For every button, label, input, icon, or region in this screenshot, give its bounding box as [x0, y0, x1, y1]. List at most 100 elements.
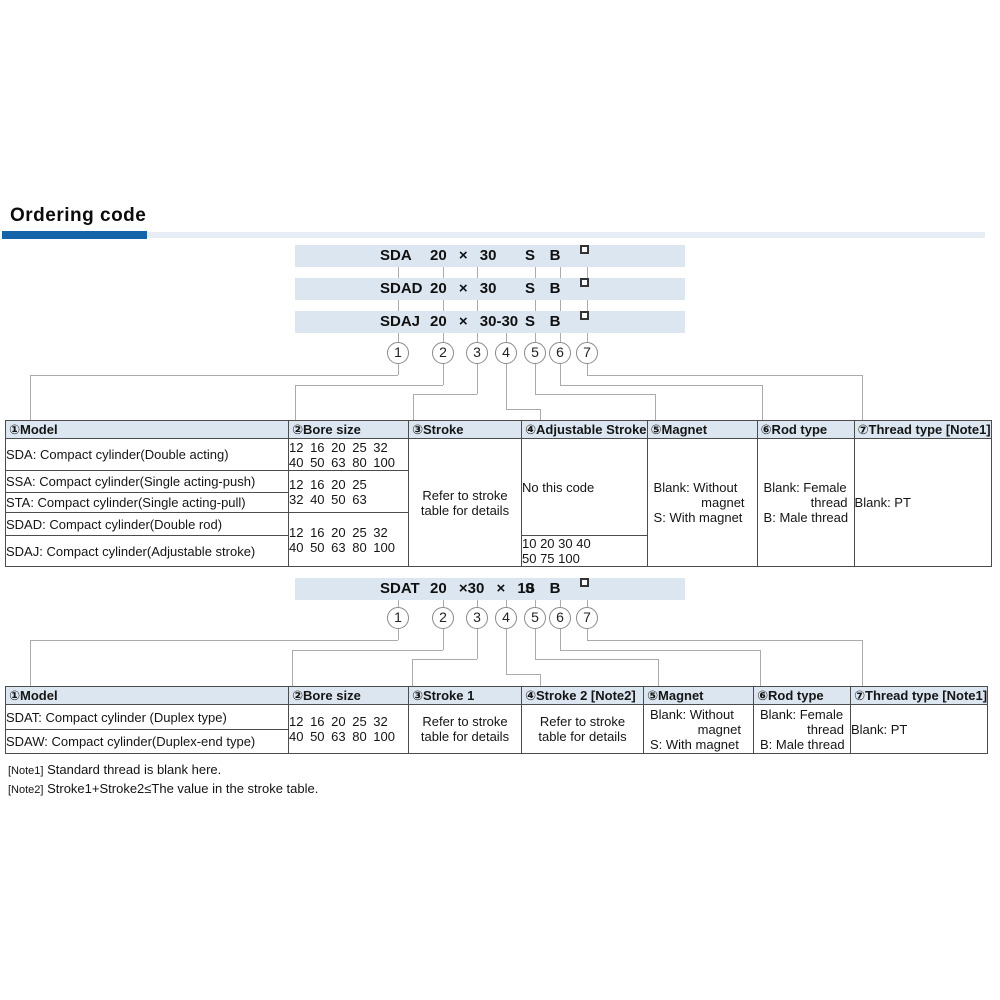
blank-option-box-icon	[580, 311, 589, 320]
connector-line	[506, 364, 507, 409]
col-header-magnet: ⑤Magnet	[646, 420, 758, 439]
connector-line	[535, 333, 536, 342]
rod-type-cell: Blank: Female thread B: Male thread	[753, 704, 851, 754]
col-header-model: ①Model	[5, 686, 289, 705]
connector-line	[560, 267, 561, 278]
col-header-thread-type: ⑦Thread type [Note1]	[849, 686, 989, 705]
table-row: SDAW: Compact cylinder(Duplex-end type)	[5, 729, 988, 754]
connector-line	[535, 267, 536, 278]
connector-line	[587, 364, 588, 375]
model-cell: SDAD: Compact cylinder(Double rod)	[5, 512, 289, 536]
position-number-circle: 7	[576, 342, 598, 364]
col-header-bore: ②Bore size	[288, 686, 409, 705]
adjustable-stroke-cell: No this code	[521, 438, 648, 536]
col-header-magnet: ⑤Magnet	[643, 686, 754, 705]
table-row: SDAT: Compact cylinder (Duplex type) 12 …	[5, 704, 989, 754]
code-size: 20 × 30-30	[430, 313, 519, 330]
connector-line	[398, 600, 399, 607]
code-bar-sdaj: SDAJ 20 × 30-30 S B	[295, 311, 685, 333]
connector-line	[560, 300, 561, 311]
bore-cell: 12 16 20 25 32 40 50 63	[288, 470, 409, 513]
connector-line	[560, 600, 561, 607]
code-model: SDAD	[380, 280, 423, 297]
connector-line	[413, 394, 414, 420]
connector-line	[30, 640, 31, 686]
connector-line	[477, 629, 478, 659]
thread-type-cell: Blank: PT	[849, 704, 989, 754]
code-rod: B	[549, 580, 561, 597]
position-number-circle: 6	[549, 342, 571, 364]
code-magnet: S	[524, 280, 535, 297]
connector-line	[292, 650, 443, 651]
ordering-table-1: ①Model ②Bore size ③Stroke ④Adjustable St…	[5, 420, 992, 567]
connector-line	[443, 600, 444, 607]
thread-type-cell: Blank: PT	[853, 438, 992, 567]
blank-option-box-icon	[580, 278, 589, 287]
model-cell: STA: Compact cylinder(Single acting-pull…	[5, 492, 289, 513]
stroke1-cell: Refer to stroke table for details	[408, 704, 522, 754]
model-cell: SDAT: Compact cylinder (Duplex type)	[5, 704, 289, 730]
connector-line	[535, 600, 536, 607]
stroke2-cell: Refer to stroke table for details	[521, 704, 644, 754]
connector-line	[292, 650, 293, 686]
code-magnet: S	[524, 247, 535, 264]
connector-line	[443, 300, 444, 311]
connector-line	[535, 300, 536, 311]
code-model: SDA	[380, 247, 412, 264]
connector-line	[398, 364, 399, 375]
connector-line	[295, 385, 443, 386]
bore-cell: 12 16 20 25 32 40 50 63 80 100	[288, 512, 409, 567]
connector-line	[398, 267, 399, 278]
code-rod: B	[549, 313, 561, 330]
position-number-circle: 3	[466, 607, 488, 629]
code-bar-sdad: SDAD 20 × 30 S B	[295, 278, 685, 300]
code-magnet: S	[524, 313, 535, 330]
connector-line	[398, 300, 399, 311]
connector-line	[587, 640, 862, 641]
connector-line	[30, 375, 31, 420]
connector-line	[477, 300, 478, 311]
connector-line	[560, 629, 561, 650]
bore-cell: 12 16 20 25 32 40 50 63 80 100	[288, 438, 409, 471]
blank-option-box-icon	[580, 578, 589, 587]
page-title: Ordering code	[10, 205, 147, 226]
position-number-circle: 2	[432, 607, 454, 629]
connector-line	[506, 674, 540, 675]
connector-line	[506, 629, 507, 674]
model-cell: SDA: Compact cylinder(Double acting)	[5, 438, 289, 471]
connector-line	[30, 640, 398, 641]
connector-line	[535, 364, 536, 394]
code-model: SDAJ	[380, 313, 421, 330]
connector-line	[560, 364, 561, 385]
connector-line	[506, 600, 507, 607]
connector-line	[443, 333, 444, 342]
connector-line	[587, 300, 588, 311]
connector-line	[587, 629, 588, 640]
connector-line	[506, 409, 540, 410]
col-header-rod-type: ⑥Rod type	[753, 686, 851, 705]
title-underline-dark	[2, 231, 147, 239]
position-number-circle: 1	[387, 607, 409, 629]
connector-line	[587, 267, 588, 278]
connector-line	[862, 640, 863, 686]
magnet-cell: Blank: Without magnet S: With magnet	[646, 438, 758, 567]
connector-line	[655, 394, 656, 420]
connector-line	[412, 659, 477, 660]
col-header-model: ①Model	[5, 420, 289, 439]
code-bar-sda: SDA 20 × 30 S B	[295, 245, 685, 267]
col-header-adjustable-stroke: ④Adjustable Stroke	[521, 420, 648, 439]
connector-line	[535, 629, 536, 659]
connector-line	[477, 333, 478, 342]
position-number-circle: 5	[524, 607, 546, 629]
connector-line	[398, 333, 399, 342]
code-bar-sdat: SDAT 20 ×30 × 10 S B	[295, 578, 685, 600]
table-row: SDAJ: Compact cylinder(Adjustable stroke…	[5, 535, 992, 567]
col-header-stroke1: ③Stroke 1	[408, 686, 522, 705]
connector-line	[295, 385, 296, 420]
connector-line	[540, 409, 541, 420]
position-number-circle: 1	[387, 342, 409, 364]
code-rod: B	[549, 280, 561, 297]
connector-line	[506, 333, 507, 342]
connector-line	[443, 267, 444, 278]
